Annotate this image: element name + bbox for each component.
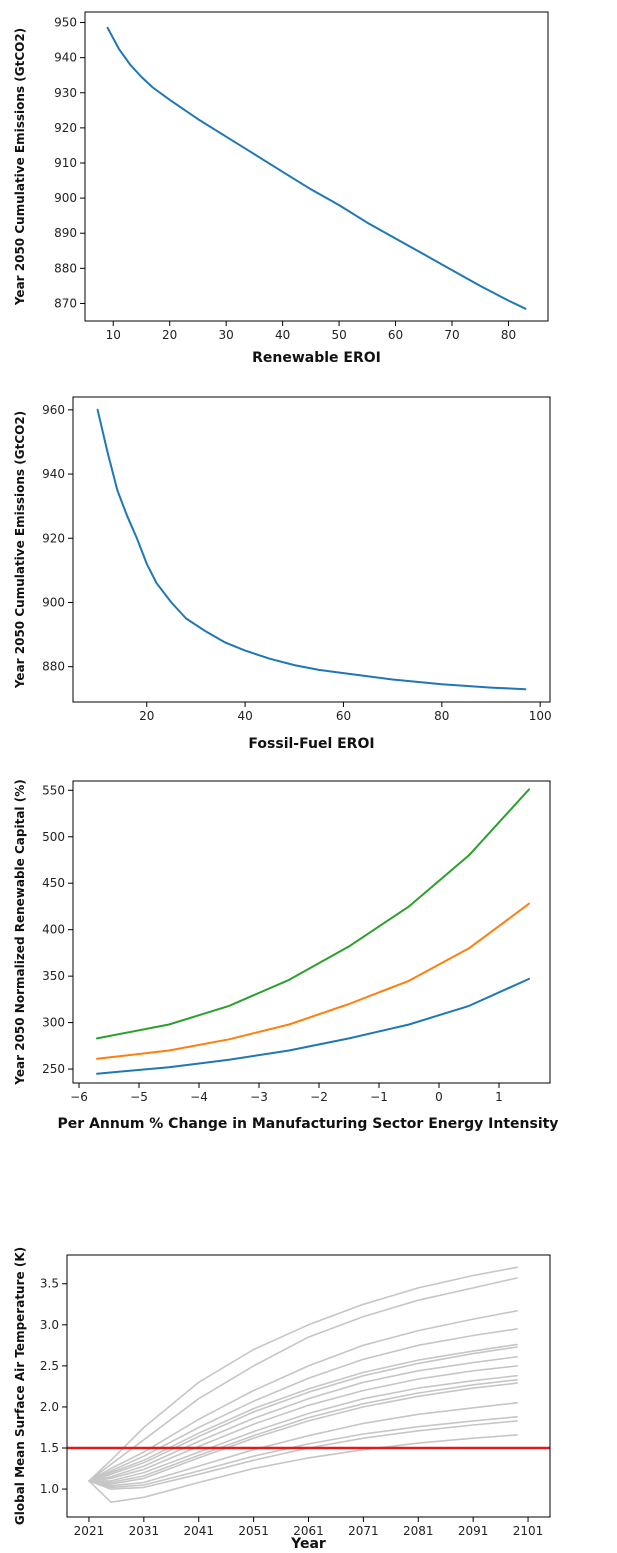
x-tick-label: 20: [162, 328, 177, 342]
y-axis-label: Year 2050 Normalized Renewable Capital (…: [13, 779, 27, 1085]
series-line-4: [88, 1328, 518, 1482]
series-line-11: [88, 1382, 518, 1485]
x-tick-label: −6: [70, 1090, 88, 1104]
x-tick-label: 80: [434, 709, 449, 723]
series-line-7: [88, 1356, 518, 1482]
y-tick-label: 3.5: [40, 1277, 59, 1291]
x-tick-label: 2061: [293, 1524, 324, 1538]
y-tick-label: 1.5: [40, 1441, 59, 1455]
series-line-13: [88, 1416, 518, 1489]
x-tick-label: 50: [331, 328, 346, 342]
y-tick-label: 960: [42, 403, 65, 417]
x-axis-label: Year: [290, 1536, 326, 1552]
y-tick-label: 250: [42, 1062, 65, 1076]
x-tick-label: 40: [275, 328, 290, 342]
x-tick-label: 30: [219, 328, 234, 342]
y-tick-label: 300: [42, 1016, 65, 1030]
y-tick-label: 900: [54, 191, 77, 205]
plot-area: 2021 2031 2041 2051 2061 2071 2081 2091 2101 1.0 1…: [40, 1266, 550, 1538]
y-axis-label: Global Mean Surface Air Temperature (K): [13, 1247, 27, 1525]
x-tick-label: 40: [237, 709, 252, 723]
y-tick-label: 450: [42, 876, 65, 890]
y-tick-label: 920: [54, 121, 77, 135]
y-tick-label: 400: [42, 923, 65, 937]
x-tick-label: 1: [495, 1090, 503, 1104]
x-tick-label: 60: [336, 709, 351, 723]
x-tick-label: 2051: [238, 1524, 269, 1538]
x-tick-label: 0: [435, 1090, 443, 1104]
x-axis-label: Per Annum % Change in Manufacturing Sect…: [58, 1116, 559, 1132]
x-axis-label: Renewable EROI: [252, 350, 381, 366]
series-line-1: [106, 26, 527, 310]
series-line-14: [88, 1420, 518, 1490]
series-line-10: [88, 1379, 518, 1484]
x-tick-label: 2071: [348, 1524, 379, 1538]
y-tick-label: 3.0: [40, 1318, 59, 1332]
y-tick-label: 940: [54, 51, 77, 65]
x-tick-label: 2021: [74, 1524, 105, 1538]
panel-manufacturing-intensity: −6 −5 −4 −3 −2 −1 0 1 250 300 350 400 450 500 550 Per …: [13, 779, 558, 1132]
x-tick-label: −1: [370, 1090, 388, 1104]
y-tick-label: 2.5: [40, 1359, 59, 1373]
panel-temperature: 2021 2031 2041 2051 2061 2071 2081 2091 2101 1.0 1…: [13, 1247, 551, 1552]
x-tick-label: 70: [444, 328, 459, 342]
y-tick-label: 550: [42, 783, 65, 797]
series-line-12: [88, 1402, 518, 1487]
series-line-3: [88, 1310, 518, 1482]
y-tick-label: 910: [54, 156, 77, 170]
plot-area: 10 20 30 40 50 60 70 80 870 880 890 900 910 920 930 940…: [54, 16, 527, 342]
series-line-1: [88, 1266, 518, 1482]
x-tick-label: 60: [388, 328, 403, 342]
x-tick-label: −3: [250, 1090, 268, 1104]
series-line-1: [96, 977, 530, 1075]
x-tick-label: 20: [139, 709, 154, 723]
panel-fossil-fuel-eroi: 20 40 60 80 100 880 900 920 940 960 Fossil-Fuel E…: [13, 396, 552, 752]
panel-renewable-eroi: 10 20 30 40 50 60 70 80 870 880 890 900 910 920 930 940…: [13, 11, 549, 366]
y-tick-label: 920: [42, 531, 65, 545]
y-tick-label: 900: [42, 595, 65, 609]
plot-frame: [72, 396, 551, 703]
y-tick-label: 2.0: [40, 1400, 59, 1414]
x-tick-label: 2041: [183, 1524, 214, 1538]
x-tick-label: 100: [529, 709, 552, 723]
x-tick-label: −5: [130, 1090, 148, 1104]
y-tick-label: 940: [42, 467, 65, 481]
x-tick-label: 2031: [129, 1524, 160, 1538]
plot-area: 20 40 60 80 100 880 900 920 940 960: [42, 403, 552, 723]
x-tick-label: −2: [310, 1090, 328, 1104]
x-tick-label: 2081: [403, 1524, 434, 1538]
series-line-9: [88, 1374, 518, 1482]
series-line-5: [88, 1343, 518, 1482]
series-line-6: [88, 1346, 518, 1482]
y-tick-label: 930: [54, 86, 77, 100]
x-tick-label: 2091: [458, 1524, 489, 1538]
x-tick-label: 2101: [513, 1524, 544, 1538]
plot-frame: [66, 1254, 551, 1518]
y-tick-label: 880: [42, 660, 65, 674]
plot-area: −6 −5 −4 −3 −2 −1 0 1 250 300 350 400 450 500 550: [42, 783, 530, 1104]
y-tick-label: 350: [42, 969, 65, 983]
y-tick-label: 950: [54, 16, 77, 30]
series-line-3: [96, 788, 530, 1040]
plot-frame: [72, 780, 551, 1084]
y-tick-label: 880: [54, 261, 77, 275]
y-axis-label: Year 2050 Cumulative Emissions (GtCO2): [13, 28, 27, 306]
x-tick-label: 10: [106, 328, 121, 342]
plot-frame: [84, 11, 549, 322]
x-tick-label: −4: [190, 1090, 208, 1104]
series-line-15: [88, 1434, 518, 1503]
series-line-2: [88, 1277, 518, 1482]
y-tick-label: 500: [42, 830, 65, 844]
y-tick-label: 890: [54, 226, 77, 240]
y-tick-label: 870: [54, 296, 77, 310]
x-axis-label: Fossil-Fuel EROI: [248, 736, 374, 752]
y-axis-label: Year 2050 Cumulative Emissions (GtCO2): [13, 411, 27, 689]
series-line-2: [96, 902, 530, 1060]
series-line-1: [96, 408, 527, 691]
x-tick-label: 80: [501, 328, 516, 342]
series-line-8: [88, 1365, 518, 1482]
y-tick-label: 1.0: [40, 1482, 59, 1496]
